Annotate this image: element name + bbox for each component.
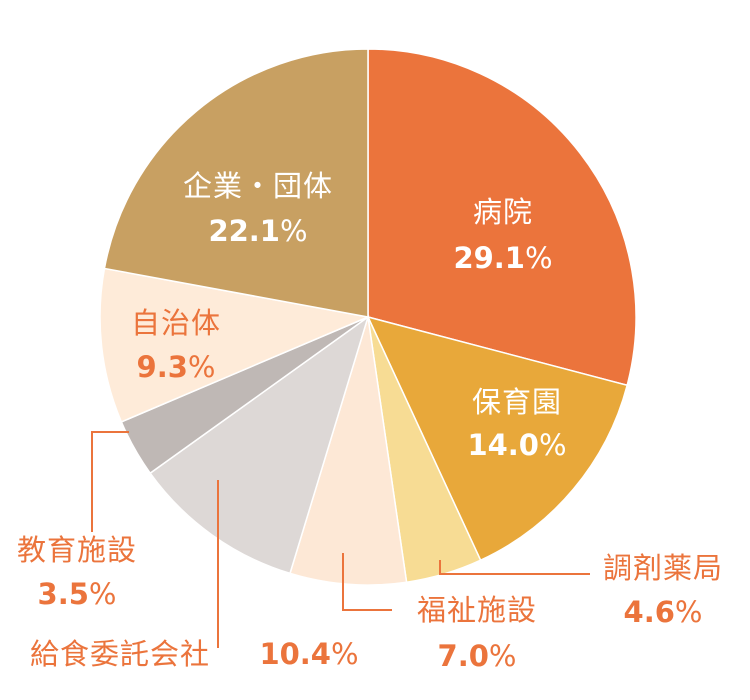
slice-value-6: 3.5% [38, 577, 117, 611]
slice-label-7: 自治体 [131, 306, 221, 340]
slice-value-1: 29.1% [453, 241, 552, 275]
slice-label-8: 企業・団体 [183, 169, 333, 203]
leader-lines [91, 431, 590, 648]
slice-label-6: 教育施設 [17, 533, 137, 567]
slice-label-2: 保育園 [472, 385, 562, 419]
leader-line-4 [342, 553, 392, 611]
slice-label-3: 調剤薬局 [603, 551, 723, 585]
leader-line-3 [439, 560, 590, 575]
leader-line-6 [91, 431, 129, 532]
pie-slice-7 [99, 267, 371, 423]
slice-label-5: 給食委託会社 [30, 637, 210, 671]
slice-labels: 病院 29.1% 保育園 14.0% 調剤薬局 4.6% 福祉施設 7.0% 給食委託会社 10.… [17, 169, 723, 673]
slice-value-3: 4.6% [624, 595, 703, 629]
pie-slice-8 [103, 48, 369, 318]
slice-value-7: 9.3% [137, 350, 216, 384]
pie-slice-4 [289, 316, 408, 586]
slice-value-8: 22.1% [208, 214, 307, 248]
pie-slice-2 [366, 315, 629, 562]
slice-value-5: 10.4% [259, 637, 358, 671]
slice-value-2: 14.0% [467, 428, 566, 462]
pie-slice-1 [367, 48, 637, 387]
slice-label-4: 福祉施設 [417, 593, 537, 627]
slice-label-1: 病院 [473, 195, 533, 229]
slice-value-4: 7.0% [438, 639, 517, 673]
pie-slice-5 [149, 315, 370, 575]
pie-slices [99, 48, 637, 586]
